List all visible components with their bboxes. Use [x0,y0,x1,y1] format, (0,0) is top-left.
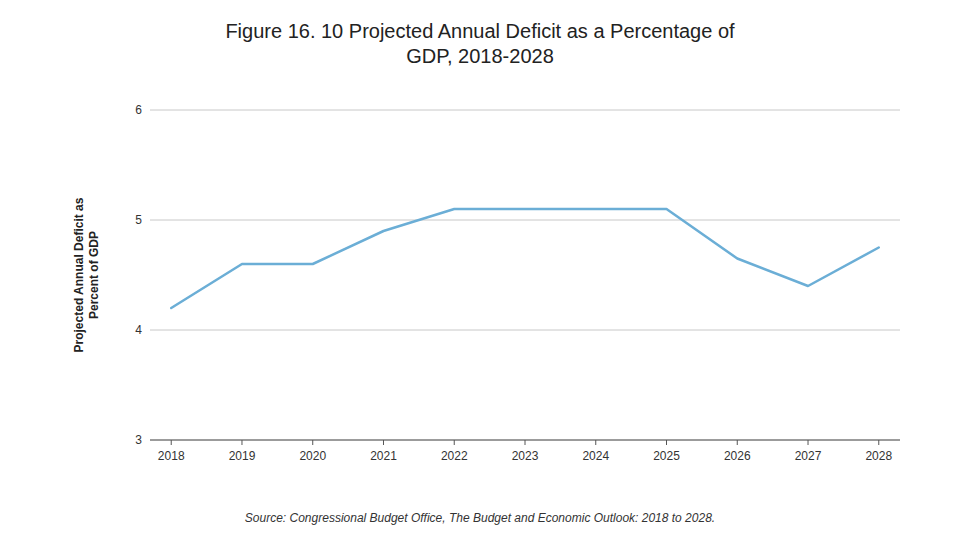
x-tick [808,440,809,445]
x-tick [241,440,242,445]
x-tick-label: 2020 [299,449,326,463]
line [171,209,879,308]
x-tick [666,440,667,445]
x-tick-label: 2027 [795,449,822,463]
source: Source: Congressional Budget Office, The… [245,511,715,525]
x-tick-label: 2023 [512,449,539,463]
y-tick-label: 4 [135,323,142,337]
x-tick-label: 2022 [441,449,468,463]
grid-line [150,110,900,111]
x-tick [383,440,384,445]
y-tick-label: 3 [135,433,142,447]
y-tick-label: 6 [135,103,142,117]
grid-line [150,220,900,221]
x-tick [171,440,172,445]
x-tick [737,440,738,445]
y-axis-label: Projected Annual Deficit asPercent of GD… [72,197,101,352]
x-tick-label: 2024 [582,449,609,463]
x-tick [454,440,455,445]
grid [150,110,900,440]
x-tick-label: 2026 [724,449,751,463]
x-tick [525,440,526,445]
x-tick [312,440,313,445]
y-axis: 3 4 5 6 [135,103,142,447]
grid-line [150,330,900,331]
plot-area [171,209,879,308]
x-tick [878,440,879,445]
x-tick-label: 2018 [158,449,185,463]
x-tick-label: 2028 [865,449,892,463]
x-tick-label: 2019 [229,449,256,463]
x-axis: 2018 2019 2020 2021 2022 2023 2024 2025 2026 2027… [150,440,900,463]
chart-container: Figure 16. 10 Projected Annual Deficit a… [0,0,960,540]
chart: Figure 16. 10 Projected Annual Deficit a… [0,0,960,540]
x-tick [595,440,596,445]
x-tick-label: 2021 [370,449,397,463]
y-tick-label: 5 [135,213,142,227]
x-tick-label: 2025 [653,449,680,463]
title: Figure 16. 10 Projected Annual Deficit a… [225,20,735,67]
